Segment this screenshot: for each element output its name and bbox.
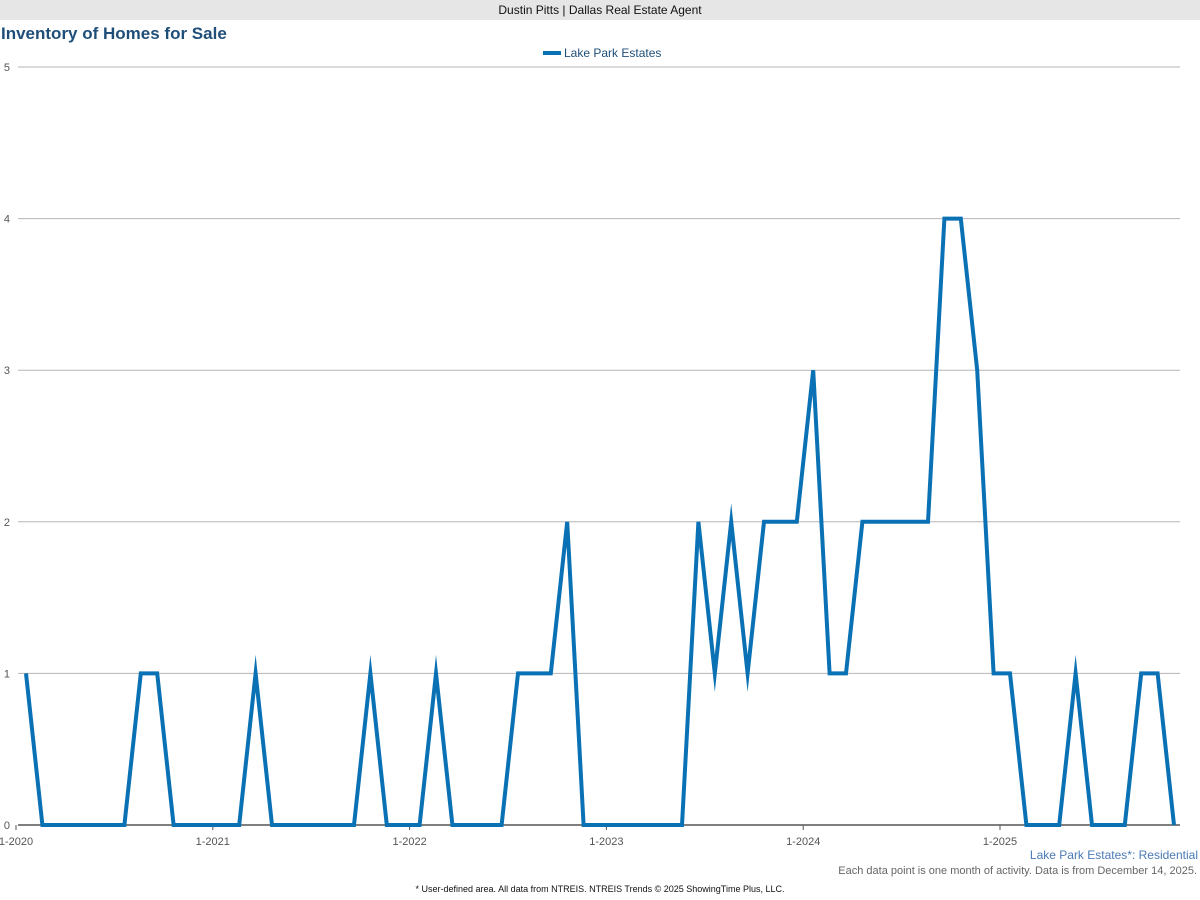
legend-label: Lake Park Estates xyxy=(564,46,662,60)
x-tick-label: 1-2023 xyxy=(589,836,623,848)
x-tick-label: 1-2025 xyxy=(983,836,1017,848)
y-tick-label: 0 xyxy=(4,820,10,832)
x-tick-label: 1-2020 xyxy=(0,836,33,848)
y-tick-label: 5 xyxy=(4,62,10,74)
footer-note: * User-defined area. All data from NTREI… xyxy=(415,884,785,894)
chart-title: Inventory of Homes for Sale xyxy=(1,24,227,43)
header-agent-bar: Dustin Pitts | Dallas Real Estate Agent xyxy=(0,0,1200,20)
area-note: Lake Park Estates*: Residential xyxy=(1029,848,1198,862)
y-tick-label: 1 xyxy=(4,668,10,680)
data-note: Each data point is one month of activity… xyxy=(838,865,1197,877)
legend-swatch xyxy=(543,51,561,55)
x-tick-label: 1-2024 xyxy=(786,836,820,848)
chart-legend[interactable]: Lake Park Estates xyxy=(543,46,661,60)
y-tick-label: 2 xyxy=(4,517,10,529)
x-tick-label: 1-2021 xyxy=(196,836,230,848)
y-tick-label: 3 xyxy=(4,365,10,377)
x-tick-label: 1-2022 xyxy=(392,836,426,848)
series-line xyxy=(24,216,1176,827)
y-tick-label: 4 xyxy=(4,214,10,226)
